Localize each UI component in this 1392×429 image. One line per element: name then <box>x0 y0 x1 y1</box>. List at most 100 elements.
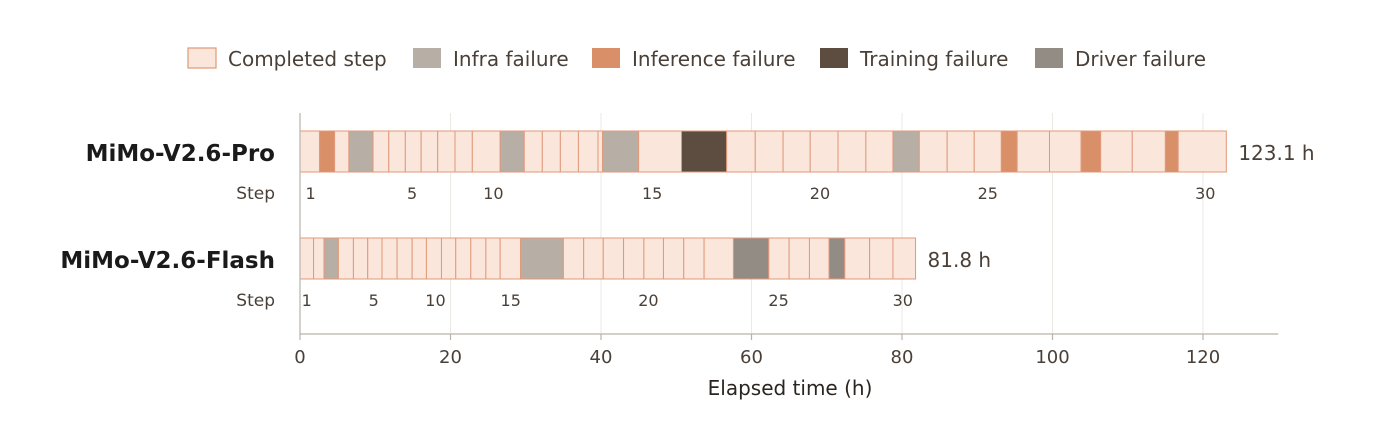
legend-swatch-completed-step <box>187 47 217 69</box>
step-number: 15 <box>642 184 662 203</box>
x-axis: 0 20 40 60 80 100 120 <box>294 113 1279 368</box>
segment-inference-failure <box>1000 130 1018 173</box>
segment-inference-failure <box>1080 130 1102 173</box>
step-number: 20 <box>810 184 830 203</box>
step-number: 25 <box>768 291 788 310</box>
segment-completed-step <box>388 130 406 173</box>
x-tick-label: 0 <box>294 347 305 368</box>
segment-training-failure <box>681 130 728 173</box>
segment-completed-step <box>541 130 561 173</box>
segment-completed-step <box>367 237 383 280</box>
segment-completed-step <box>1100 130 1133 173</box>
segment-completed-step <box>337 237 354 280</box>
segment-driver-failure <box>828 237 846 280</box>
segment-completed-step <box>683 237 705 280</box>
step-number: 20 <box>638 291 658 310</box>
segment-completed-step <box>381 237 398 280</box>
x-tick-label: 40 <box>590 347 613 368</box>
x-tick-label: 20 <box>439 347 462 368</box>
row-total-label: 123.1 h <box>1238 141 1314 165</box>
legend-label-completed-step: Completed step <box>228 47 387 71</box>
segment-infra-failure <box>892 130 920 173</box>
segment-completed-step <box>471 130 501 173</box>
row-label: MiMo-V2.6-Flash <box>60 248 275 274</box>
segment-completed-step <box>523 130 543 173</box>
legend-label-driver-failure: Driver failure <box>1075 47 1206 71</box>
segment-completed-step <box>808 237 830 280</box>
legend-swatch-driver-failure <box>1035 48 1063 68</box>
step-number: 5 <box>407 184 417 203</box>
step-number: 30 <box>893 291 913 310</box>
segment-completed-step <box>638 130 683 173</box>
step-label: Step <box>236 184 275 204</box>
segment-completed-step <box>788 237 810 280</box>
segment-infra-failure <box>348 130 374 173</box>
legend-swatch-infra-failure <box>413 48 441 68</box>
segment-completed-step <box>946 130 975 173</box>
segment-completed-step <box>1177 130 1227 173</box>
segment-completed-step <box>411 237 427 280</box>
segment-completed-step <box>643 237 664 280</box>
step-number: 15 <box>501 291 521 310</box>
segment-completed-step <box>973 130 1002 173</box>
legend-label-training-failure: Training failure <box>859 47 1008 71</box>
segment-completed-step <box>562 237 585 280</box>
step-label: Step <box>236 291 275 311</box>
segment-completed-step <box>396 237 413 280</box>
segment-completed-step <box>726 130 756 173</box>
x-tick-label: 80 <box>891 347 914 368</box>
segment-completed-step <box>437 130 456 173</box>
segment-inference-failure <box>1164 130 1179 173</box>
segment-completed-step <box>313 237 325 280</box>
segment-completed-step <box>425 237 442 280</box>
segment-completed-step <box>485 237 501 280</box>
segment-completed-step <box>703 237 734 280</box>
segment-completed-step <box>454 130 473 173</box>
step-number: 1 <box>305 184 315 203</box>
segment-completed-step <box>440 237 457 280</box>
segment-completed-step <box>1131 130 1166 173</box>
x-axis-title: Elapsed time (h) <box>708 376 873 400</box>
segment-completed-step <box>865 130 894 173</box>
legend: Completed step Infra failure Inference fai… <box>187 47 1206 71</box>
segment-completed-step <box>597 130 604 173</box>
step-number: 10 <box>483 184 503 203</box>
segment-completed-step <box>844 237 871 280</box>
step-number: 30 <box>1195 184 1215 203</box>
step-number: 1 <box>302 291 312 310</box>
segment-completed-step <box>602 237 625 280</box>
segment-completed-step <box>499 237 521 280</box>
step-number: 25 <box>978 184 998 203</box>
segment-completed-step <box>892 237 917 280</box>
legend-swatch-training-failure <box>820 48 848 68</box>
segment-completed-step <box>754 130 784 173</box>
segment-driver-failure <box>732 237 770 280</box>
segment-completed-step <box>662 237 685 280</box>
segment-completed-step <box>372 130 390 173</box>
segment-completed-step <box>404 130 422 173</box>
segment-completed-step <box>837 130 867 173</box>
segment-completed-step <box>768 237 790 280</box>
segment-completed-step <box>352 237 369 280</box>
x-tick-label: 120 <box>1186 347 1220 368</box>
segment-infra-failure <box>323 237 339 280</box>
x-tick-label: 100 <box>1035 347 1069 368</box>
segment-completed-step <box>299 237 315 280</box>
segment-completed-step <box>455 237 472 280</box>
segment-completed-step <box>470 237 487 280</box>
segment-completed-step <box>334 130 350 173</box>
step-number: 10 <box>425 291 445 310</box>
step-number: 5 <box>369 291 379 310</box>
segment-completed-step <box>299 130 321 173</box>
segment-completed-step <box>577 130 599 173</box>
segment-completed-step <box>420 130 439 173</box>
segment-infra-failure <box>499 130 525 173</box>
segment-infra-failure <box>519 237 564 280</box>
segment-completed-step <box>559 130 579 173</box>
segment-completed-step <box>583 237 604 280</box>
x-tick-label: 60 <box>740 347 763 368</box>
